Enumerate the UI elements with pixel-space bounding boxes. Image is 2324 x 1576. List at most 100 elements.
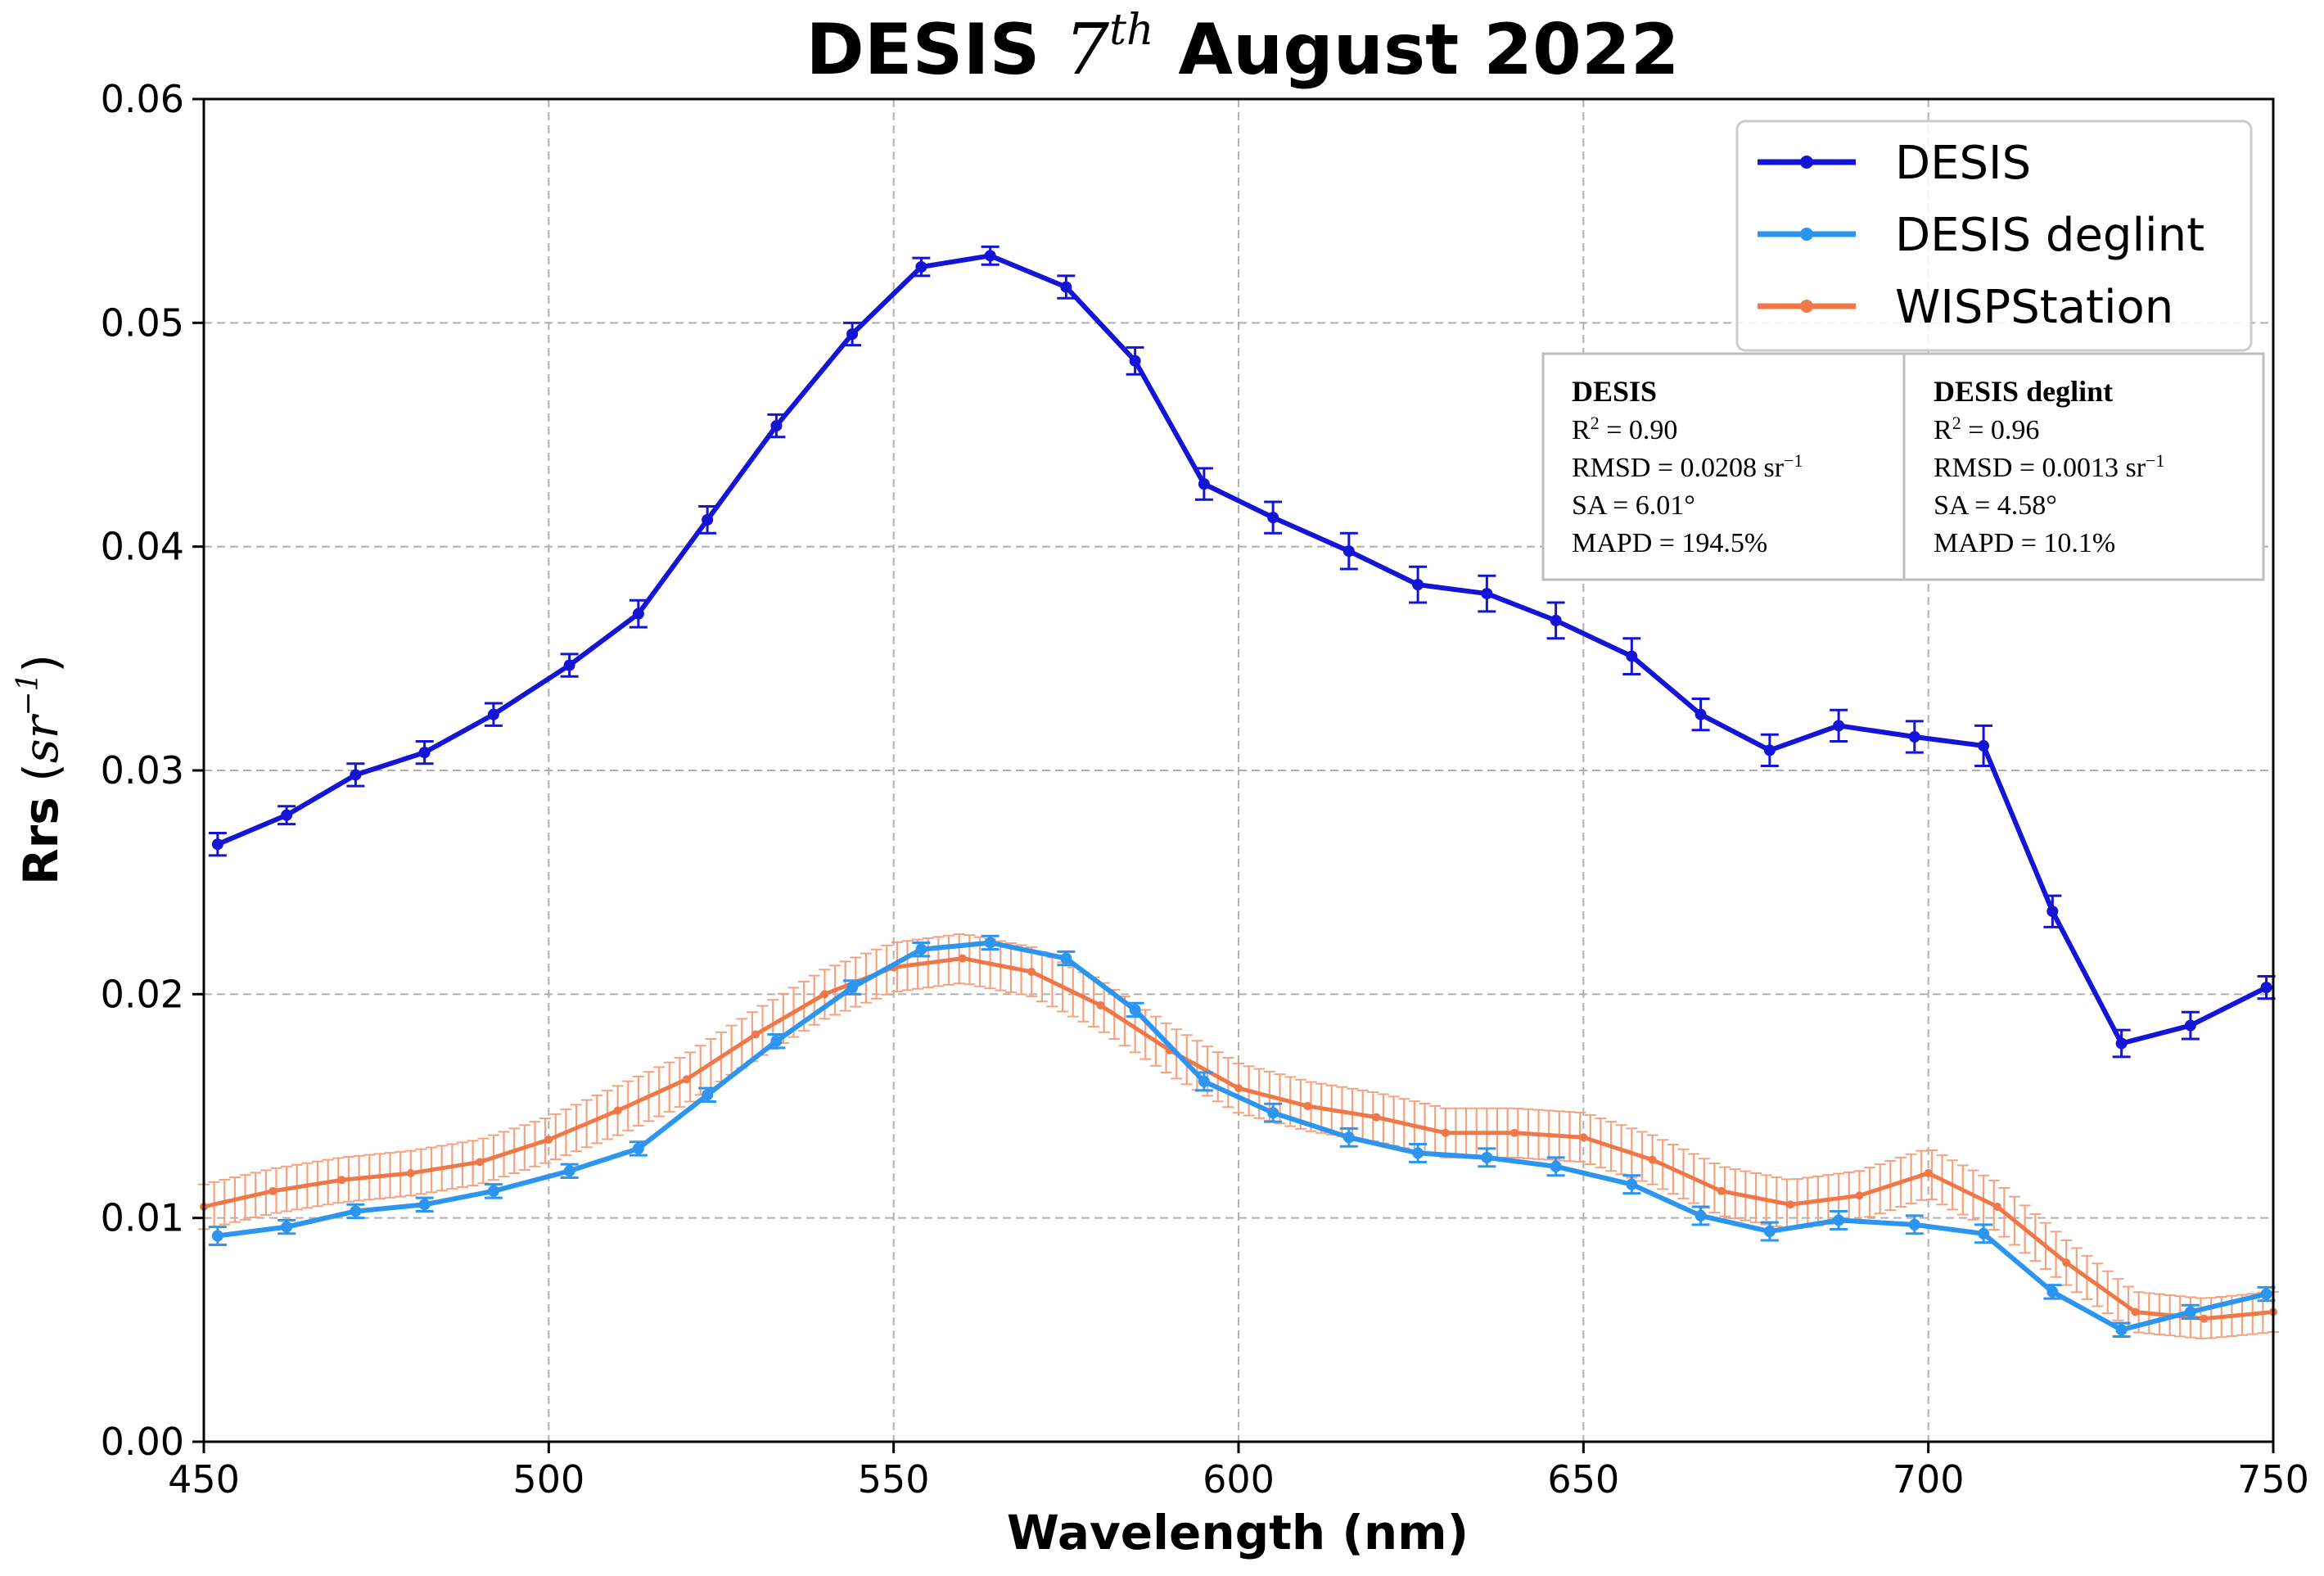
data-point [2184, 1306, 2196, 1318]
y-tick-label: 0.00 [101, 1420, 184, 1464]
stats-desis-r2-base: R [1572, 415, 1591, 445]
data-point [1992, 1203, 2001, 1211]
series-desis-deglint [208, 934, 2276, 1339]
legend-label: DESIS [1895, 137, 2031, 190]
legend-marker [1800, 156, 1813, 169]
y-tick-label: 0.06 [101, 77, 184, 121]
chart-title-sup: th [1109, 6, 1153, 55]
data-point [211, 1230, 223, 1242]
data-point [2046, 1285, 2059, 1298]
data-point [2131, 1307, 2140, 1316]
series-line [216, 253, 2268, 1046]
x-tick-label: 650 [1547, 1457, 1619, 1501]
data-point [1579, 1133, 1588, 1142]
chart-title: DESIS 7th August 2022 [806, 6, 1679, 91]
data-point [846, 328, 859, 340]
data-point [2115, 1037, 2128, 1050]
data-point [563, 659, 575, 671]
data-point [958, 954, 967, 963]
legend-box [1735, 120, 2253, 352]
data-point [1267, 512, 1279, 524]
stats-deglint-r2: R2 = 0.96 [1934, 413, 2039, 445]
data-point [476, 1158, 485, 1167]
stats-deglint-rmsd-text: RMSD = 0.0013 sr [1934, 453, 2146, 483]
data-point [350, 1205, 362, 1217]
stats-deglint-title: DESIS deglint [1934, 375, 2113, 408]
data-point [1372, 1113, 1381, 1122]
data-point [1510, 1128, 1519, 1137]
data-point [1412, 1147, 1424, 1159]
stats-box: DESIS R2 = 0.90 RMSD = 0.0208 sr−1 SA = … [1541, 352, 2265, 581]
data-point [632, 607, 644, 620]
data-point [1550, 614, 1562, 626]
x-tick-label: 700 [1893, 1457, 1965, 1501]
data-point [418, 747, 431, 759]
x-tick-label: 450 [168, 1457, 240, 1501]
data-point [2260, 1288, 2272, 1300]
y-tick-label: 0.05 [101, 300, 184, 345]
data-point [1129, 1004, 1141, 1016]
data-point [350, 769, 362, 781]
data-point [2200, 1314, 2209, 1323]
data-point [1343, 545, 1355, 558]
data-point [1763, 1226, 1776, 1238]
y-axis-label-exp: −1 [11, 673, 45, 716]
data-point [211, 838, 223, 851]
data-point [406, 1169, 415, 1177]
stats-deglint-mapd: MAPD = 10.1% [1934, 528, 2115, 558]
data-point [632, 1142, 644, 1154]
stats-deglint-r2-base: R [1934, 415, 1952, 445]
stats-desis-rmsd-sup: −1 [1784, 450, 1803, 471]
data-point [1763, 744, 1776, 756]
chart-title-post: August 2022 [1153, 9, 1679, 91]
data-point [1908, 1218, 1920, 1231]
data-point [487, 708, 499, 720]
x-tick-label: 550 [858, 1457, 930, 1501]
data-point [846, 982, 859, 994]
y-axis-label-main: Rrs [13, 797, 69, 885]
data-point [281, 809, 293, 821]
data-point [1234, 1084, 1243, 1093]
stats-deglint-r2-val: = 0.96 [1961, 415, 2040, 445]
data-point [2046, 905, 2059, 918]
x-tick-label: 600 [1203, 1457, 1275, 1501]
data-point [487, 1185, 499, 1197]
series-desis [208, 245, 2276, 1059]
data-point [1626, 1178, 1638, 1190]
data-point [1481, 588, 1493, 600]
data-point [682, 1075, 691, 1084]
data-point [1833, 1214, 1845, 1226]
legend-label: WISPStation [1895, 281, 2173, 334]
y-tick-label: 0.04 [101, 525, 184, 569]
data-point [1978, 739, 1990, 752]
stats-deglint-rmsd: RMSD = 0.0013 sr−1 [1934, 450, 2165, 483]
stats-deglint-rmsd-sup: −1 [2146, 450, 2164, 471]
data-point [1786, 1200, 1795, 1209]
data-point [1198, 478, 1210, 490]
data-point [1060, 952, 1072, 964]
data-point [984, 250, 996, 262]
data-point [418, 1199, 431, 1211]
y-axis-label-open: ( [13, 763, 69, 797]
y-axis-label-unit: sr [13, 713, 69, 763]
data-point [1129, 354, 1141, 367]
stats-desis-sa: SA = 6.01° [1572, 490, 1695, 521]
data-point [2062, 1258, 2071, 1267]
y-tick-label: 0.03 [101, 748, 184, 793]
stats-desis-title: DESIS [1572, 375, 1657, 408]
chart-title-pre: DESIS [806, 9, 1064, 91]
stats-desis-r2: R2 = 0.90 [1572, 413, 1677, 445]
data-point [915, 261, 927, 273]
data-point [1855, 1191, 1864, 1200]
data-point [1924, 1169, 1933, 1177]
legend-label: DESIS deglint [1895, 209, 2204, 262]
stats-deglint-r2-sup: 2 [1952, 413, 1961, 433]
stats-desis-rmsd: RMSD = 0.0208 sr−1 [1572, 450, 1803, 483]
legend-marker [1800, 228, 1813, 241]
data-point [2115, 1324, 2128, 1336]
y-axis-label-close: ) [13, 654, 69, 673]
data-point [1060, 281, 1072, 293]
series-line [217, 940, 2268, 1333]
data-point [1717, 1186, 1726, 1195]
series-layer [198, 245, 2279, 1339]
